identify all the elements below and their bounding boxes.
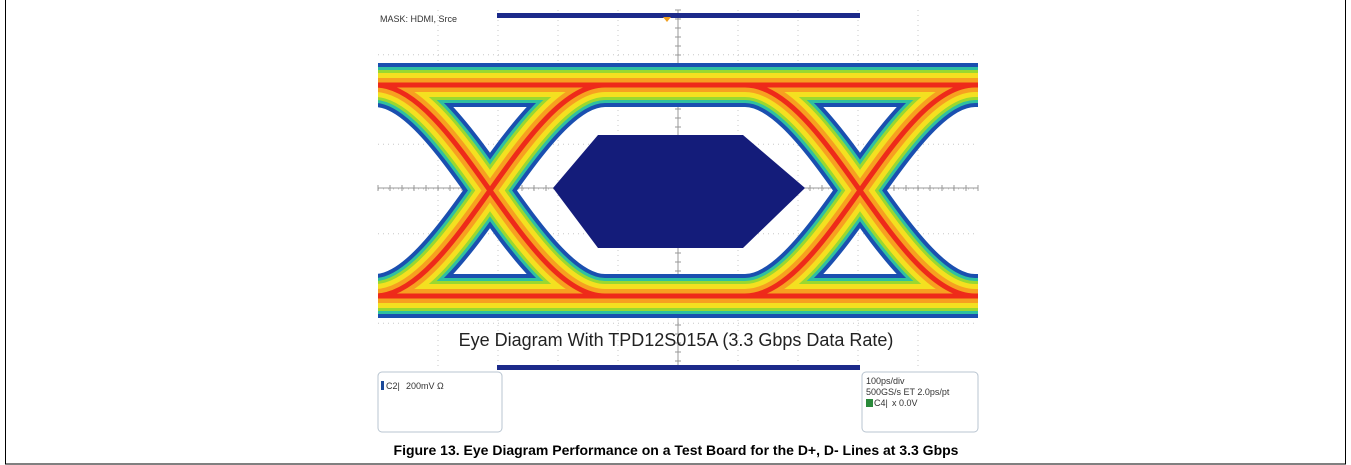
bottom-bar bbox=[497, 365, 860, 370]
timebase-sampling: 500GS/s ET 2.0ps/pt bbox=[866, 387, 950, 397]
trigger-channel: C4| bbox=[874, 398, 888, 408]
timebase-horizontal: 100ps/div bbox=[866, 376, 905, 386]
trigger-swatch bbox=[866, 399, 873, 407]
caption: Figure 13. Eye Diagram Performance on a … bbox=[394, 442, 959, 458]
trigger-marker bbox=[663, 17, 671, 22]
eye-layer bbox=[378, 82, 978, 299]
top-bar bbox=[497, 13, 860, 18]
overlay-title: Eye Diagram With TPD12S015A (3.3 Gbps Da… bbox=[459, 330, 894, 350]
mask-region bbox=[553, 135, 805, 248]
figure-border bbox=[5, 0, 1346, 465]
trigger-level: x 0.0V bbox=[892, 398, 918, 408]
channel-swatch bbox=[381, 381, 384, 390]
channel-scale: 200mV Ω bbox=[406, 381, 444, 391]
mask-label: MASK: HDMI, Srce bbox=[380, 14, 457, 24]
channel-label: C2| bbox=[386, 381, 400, 391]
timebase-panel bbox=[861, 371, 979, 433]
eye-traces bbox=[378, 63, 978, 318]
channel-panel bbox=[377, 371, 503, 433]
